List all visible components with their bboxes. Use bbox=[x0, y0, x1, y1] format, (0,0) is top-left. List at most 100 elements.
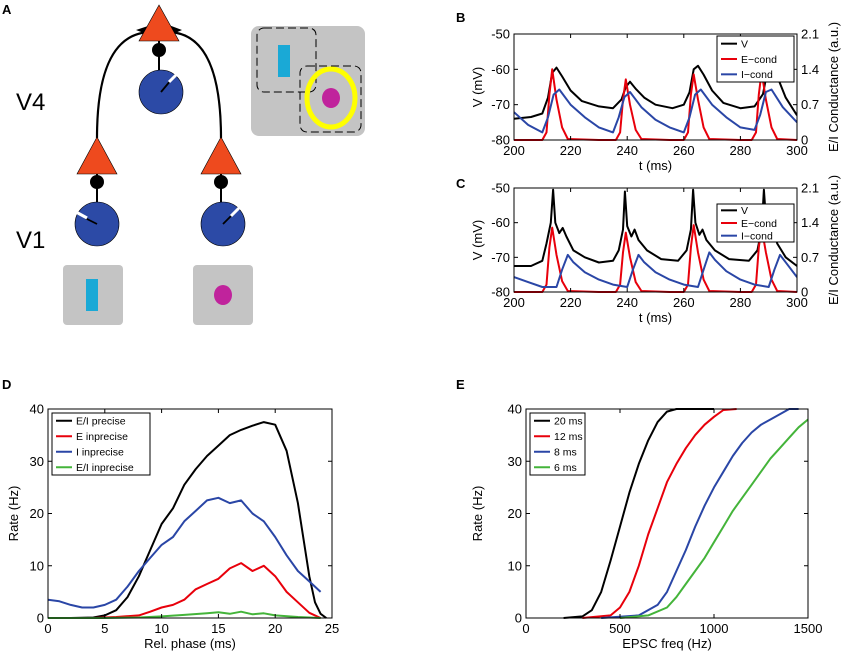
y-tick-label: -60 bbox=[491, 62, 510, 77]
x-tick-label: 300 bbox=[786, 295, 808, 310]
panel-c-chart: C 200 220 240 260 280 300 -80 -70 -60 -50 0 0.7 1.4 2.… bbox=[456, 175, 841, 325]
legend-entry: I−cond bbox=[741, 69, 773, 81]
x-tick-label: 10 bbox=[154, 621, 168, 636]
v1-left-orientation-needle bbox=[84, 217, 98, 225]
legend-entry: E/I precise bbox=[76, 416, 126, 428]
dot-stimulus-icon bbox=[214, 285, 232, 305]
panel-c-label: C bbox=[456, 176, 466, 191]
y-right-tick-label: 1.4 bbox=[801, 215, 819, 230]
v1-left-to-v4-projection bbox=[95, 30, 153, 139]
panel-b-chart: B 200 220 240 260 280 300 -80 -70 -60 -50 0 0.7 1.4 2.… bbox=[456, 10, 841, 173]
x-tick-label: 1500 bbox=[794, 621, 823, 636]
panel-a-diagram: A V4 V1 bbox=[2, 2, 365, 325]
y-axis-label: V (mV) bbox=[470, 67, 485, 107]
panel-b-label: B bbox=[456, 10, 465, 25]
x-tick-label: 200 bbox=[503, 143, 525, 158]
panel-a-label: A bbox=[2, 2, 12, 17]
axes-box bbox=[513, 187, 798, 293]
v1-right-synapse-icon bbox=[214, 175, 228, 189]
attention-ring-icon bbox=[304, 66, 358, 130]
y-tick-label: 40 bbox=[508, 402, 522, 417]
panel-d-chart: D 0 5 10 15 20 25 0 10 20 30 40 Rel. phase (ms) Rate … bbox=[2, 377, 339, 651]
panel-d-label: D bbox=[2, 377, 11, 392]
series-line-12-ms bbox=[582, 408, 737, 619]
legend-box bbox=[529, 412, 586, 476]
y-axis-label: Rate (Hz) bbox=[470, 486, 485, 542]
v4-label: V4 bbox=[16, 89, 45, 116]
x-axis-label: Rel. phase (ms) bbox=[144, 636, 236, 651]
axes-box bbox=[513, 33, 798, 141]
dot-stimulus-in-rf-icon bbox=[322, 88, 340, 108]
x-tick-label: 220 bbox=[560, 295, 582, 310]
y-tick-label: 20 bbox=[30, 506, 44, 521]
legend-entry: E inprecise bbox=[76, 431, 128, 443]
legend-entry: E/I inprecise bbox=[76, 462, 134, 474]
y-tick-label: -50 bbox=[491, 181, 510, 196]
y-right-tick-label: 2.1 bbox=[801, 27, 819, 42]
legend-entry: 20 ms bbox=[554, 416, 583, 428]
x-tick-label: 300 bbox=[786, 143, 808, 158]
y-right-tick-label: 0.7 bbox=[801, 250, 819, 265]
x-tick-label: 200 bbox=[503, 295, 525, 310]
x-tick-label: 15 bbox=[211, 621, 225, 636]
y-right-tick-label: 1.4 bbox=[801, 62, 819, 77]
legend-entry: V bbox=[741, 205, 748, 217]
legend-box bbox=[51, 412, 151, 476]
v1-left-pyramidal-neuron-icon bbox=[76, 136, 118, 175]
y-tick-label: -80 bbox=[491, 133, 510, 148]
x-axis-label: t (ms) bbox=[639, 158, 672, 173]
bar-stimulus-icon bbox=[86, 279, 98, 311]
series-line-e-i-precise bbox=[48, 421, 327, 619]
legend-entry: 8 ms bbox=[554, 447, 577, 459]
y-tick-label: -80 bbox=[491, 285, 510, 300]
series-line-i-cond bbox=[514, 251, 797, 288]
x-tick-label: 500 bbox=[609, 621, 631, 636]
x-tick-label: 0 bbox=[44, 621, 51, 636]
panel-e-label: E bbox=[456, 377, 465, 392]
y-axis-label: V (mV) bbox=[470, 220, 485, 260]
series-line-v bbox=[514, 64, 797, 120]
y-tick-label: 10 bbox=[30, 558, 44, 573]
x-tick-label: 240 bbox=[616, 295, 638, 310]
y-tick-label: 20 bbox=[508, 506, 522, 521]
y-tick-label: -50 bbox=[491, 27, 510, 42]
series-line-8-ms bbox=[601, 408, 799, 619]
x-tick-label: 1000 bbox=[700, 621, 729, 636]
series-line-i-cond bbox=[514, 88, 797, 134]
x-tick-label: 0 bbox=[522, 621, 529, 636]
series-line-e-inprecise bbox=[48, 562, 322, 619]
series-line-i-inprecise bbox=[48, 496, 322, 609]
series-line-20-ms bbox=[563, 408, 714, 619]
y-tick-label: 30 bbox=[30, 454, 44, 469]
legend-entry: V bbox=[741, 38, 748, 50]
y-right-axis-label: E/I Conductance (a.u.) bbox=[826, 22, 841, 152]
legend-entry: E−cond bbox=[741, 54, 777, 66]
v4-orientation-tip bbox=[167, 70, 181, 84]
x-tick-label: 20 bbox=[268, 621, 282, 636]
v1-right-orientation-tip bbox=[229, 204, 243, 218]
v1-label: V1 bbox=[16, 227, 45, 254]
legend-entry: 6 ms bbox=[554, 462, 577, 474]
y-right-tick-label: 0 bbox=[801, 133, 808, 148]
v4-synapse-icon bbox=[152, 43, 166, 57]
series-group bbox=[48, 421, 327, 619]
x-axis-label: EPSC freq (Hz) bbox=[622, 636, 712, 651]
x-axis-label: t (ms) bbox=[639, 310, 672, 325]
y-tick-label: 40 bbox=[30, 402, 44, 417]
x-tick-label: 5 bbox=[101, 621, 108, 636]
y-right-axis-label: E/I Conductance (a.u.) bbox=[826, 175, 841, 305]
v1-left-synapse-icon bbox=[90, 175, 104, 189]
y-right-tick-label: 2.1 bbox=[801, 181, 819, 196]
y-tick-label: 10 bbox=[508, 558, 522, 573]
panel-e-chart: E 0 500 1000 1500 0 10 20 30 40 EPSC freq (Hz) Rate… bbox=[456, 377, 822, 651]
x-tick-label: 25 bbox=[325, 621, 339, 636]
x-tick-label: 260 bbox=[673, 295, 695, 310]
y-tick-label: 30 bbox=[508, 454, 522, 469]
v1-left-orientation-tip bbox=[75, 210, 88, 220]
y-tick-label: -70 bbox=[491, 97, 510, 112]
legend-entry: I−cond bbox=[741, 230, 773, 242]
bar-stimulus-in-rf-icon bbox=[278, 45, 290, 77]
legend-entry: E−cond bbox=[741, 218, 777, 230]
left-rf-outline bbox=[256, 27, 317, 93]
x-tick-label: 280 bbox=[730, 143, 752, 158]
